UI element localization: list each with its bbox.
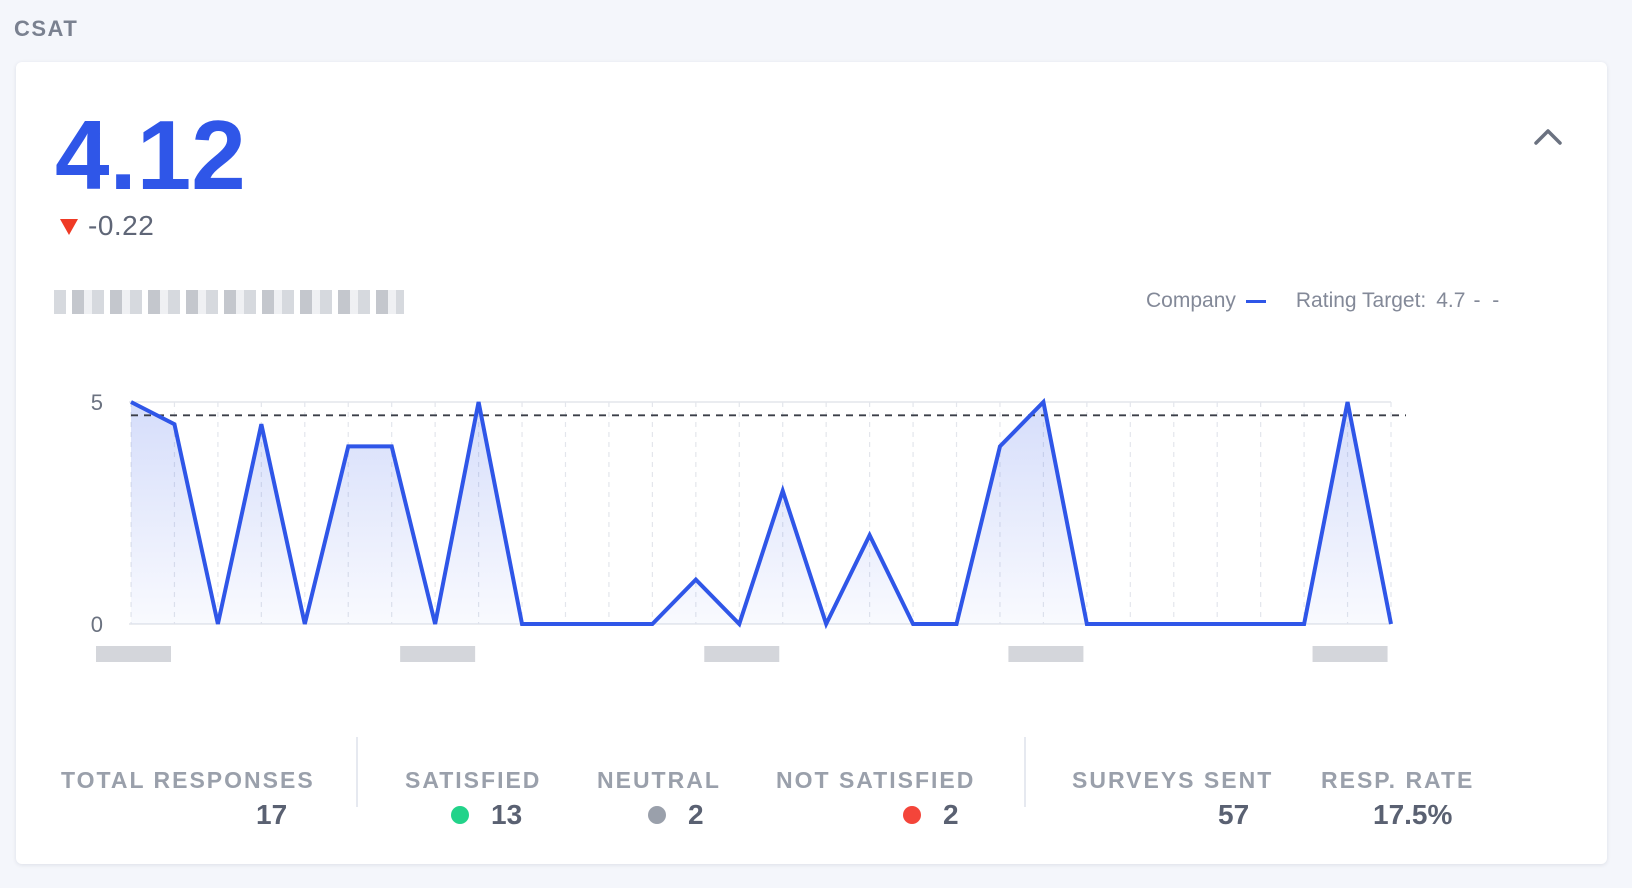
stat-label: NEUTRAL [597,767,721,793]
chart-legend: Company Rating Target: 4.7 - - [1146,284,1502,318]
series-area-company [131,402,1391,624]
satisfied-dot-icon [451,806,469,824]
stat-value: 2 [903,799,959,831]
stats-divider [1024,737,1026,807]
stat-label: TOTAL RESPONSES [61,767,315,793]
y-tick-label: 0 [91,612,103,637]
legend-target-label: Rating Target: [1295,289,1427,312]
delta-value: -0.22 [88,210,155,241]
stats-divider [356,737,358,807]
csat-score: 4.12 [55,100,246,210]
stat-label: SATISFIED [405,767,542,793]
stat-label: NOT SATISFIED [776,767,976,793]
legend-company-label: Company [1146,289,1236,312]
legend-target-dash: - - [1473,289,1503,312]
satisfied-count: 13 [491,799,523,830]
y-tick-label: 5 [91,390,103,415]
x-tick-label-redacted [1312,646,1388,662]
stat-value: 2 [648,799,704,831]
legend-company-line [1245,299,1266,303]
csat-line-chart: 05 [91,390,1406,662]
stat-value: 13 [451,799,522,831]
x-tick-label-redacted [400,646,476,662]
collapse-button[interactable] [1531,120,1565,154]
csat-card: 4.12 -0.22 Company Rating Target: 4.7 - … [16,62,1607,864]
x-tick-label-redacted [1008,646,1084,662]
chevron-up-icon [1534,129,1562,145]
neutral-dot-icon [648,806,666,824]
date-range-redacted [54,290,404,314]
down-triangle-icon [60,219,78,235]
score-delta: -0.22 [60,210,154,242]
stat-value: 17.5% [1373,799,1453,830]
not-satisfied-dot-icon [903,806,921,824]
not-satisfied-count: 2 [943,799,959,830]
stat-label: SURVEYS SENT [1072,767,1274,793]
section-title: CSAT [14,16,79,41]
x-tick-label-redacted [704,646,780,662]
x-tick-label-redacted [96,646,171,662]
stat-value: 17 [256,799,288,830]
legend-target-value: 4.7 [1436,289,1466,312]
series-line-company [130,397,1393,630]
stat-value: 57 [1218,799,1250,830]
stat-label: RESP. RATE [1321,767,1475,793]
neutral-count: 2 [688,799,704,830]
